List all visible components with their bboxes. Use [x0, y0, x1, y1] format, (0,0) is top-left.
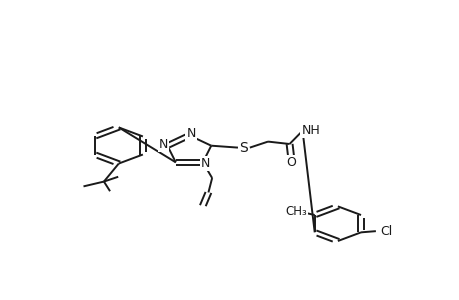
Text: N: N	[186, 127, 196, 140]
Text: NH: NH	[301, 124, 319, 137]
Text: O: O	[286, 155, 296, 169]
Text: S: S	[239, 141, 248, 154]
Text: Cl: Cl	[379, 225, 392, 238]
Text: N: N	[201, 157, 210, 170]
Text: N: N	[159, 139, 168, 152]
Text: CH₃: CH₃	[285, 205, 306, 218]
